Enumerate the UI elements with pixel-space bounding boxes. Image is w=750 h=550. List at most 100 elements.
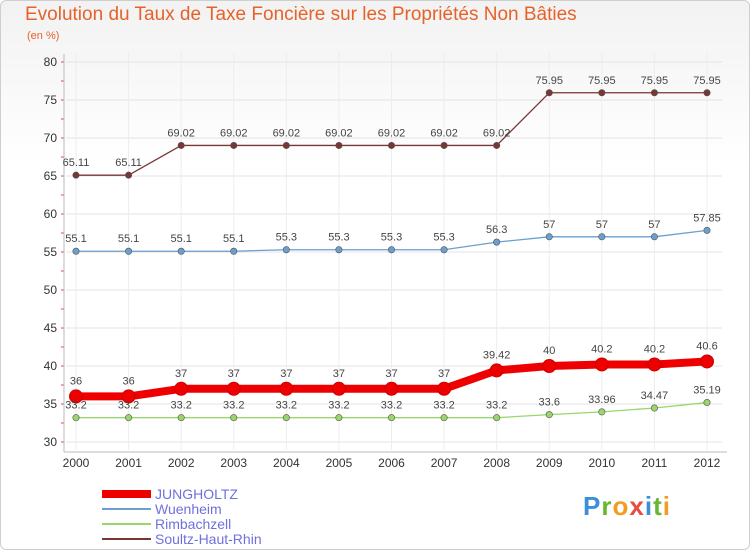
x-tick-label: 2001 xyxy=(115,456,142,470)
logo-letter: x xyxy=(629,491,645,521)
data-label: 57 xyxy=(596,219,608,231)
x-tick-label: 2003 xyxy=(220,456,247,470)
logo-letter: i xyxy=(662,491,671,521)
data-point xyxy=(335,246,343,254)
data-point xyxy=(230,247,238,255)
x-tick-label: 2002 xyxy=(168,456,195,470)
data-label: 57 xyxy=(543,219,555,231)
data-label: 69.02 xyxy=(483,127,511,139)
x-tick-label: 2006 xyxy=(378,456,405,470)
y-tick-label: 70 xyxy=(44,131,58,145)
data-point xyxy=(335,141,343,149)
x-tick-label: 2012 xyxy=(694,456,721,470)
data-label: 69.02 xyxy=(273,127,301,139)
y-tick-label: 60 xyxy=(44,207,58,221)
logo-letter: t xyxy=(653,491,663,521)
logo-letter: P xyxy=(583,491,602,521)
data-label: 69.02 xyxy=(430,127,458,139)
data-label: 37 xyxy=(280,368,292,380)
data-label: 40.2 xyxy=(644,343,665,355)
data-point xyxy=(282,414,290,422)
data-label: 55.3 xyxy=(276,232,297,244)
data-label: 55.1 xyxy=(118,233,139,245)
data-point xyxy=(72,171,80,179)
data-point xyxy=(598,233,606,241)
y-tick-label: 80 xyxy=(44,55,58,69)
unit-label: (en %) xyxy=(27,30,60,42)
data-label: 55.3 xyxy=(433,232,454,244)
data-point xyxy=(542,359,557,373)
data-point xyxy=(125,247,133,255)
x-tick-label: 2009 xyxy=(536,456,563,470)
data-label: 55.1 xyxy=(170,233,191,245)
data-point xyxy=(545,233,553,241)
data-label: 34.47 xyxy=(641,390,669,402)
data-label: 65.11 xyxy=(115,157,142,169)
data-point xyxy=(440,414,448,422)
data-label: 36 xyxy=(122,375,134,387)
data-label: 33.2 xyxy=(328,400,349,412)
legend-label: Wuenheim xyxy=(155,501,222,517)
data-point xyxy=(545,89,553,97)
logo-letter: o xyxy=(612,491,630,521)
data-point xyxy=(177,247,185,255)
data-label: 33.2 xyxy=(118,400,139,412)
data-label: 37 xyxy=(385,368,397,380)
data-point xyxy=(650,233,658,241)
data-point xyxy=(493,141,501,149)
logo-letter: i xyxy=(644,491,654,521)
x-tick-label: 2011 xyxy=(642,456,668,470)
data-label: 57 xyxy=(648,219,660,231)
y-tick-label: 50 xyxy=(44,283,58,297)
data-label: 69.02 xyxy=(325,127,353,139)
data-label: 33.2 xyxy=(433,400,454,412)
data-point xyxy=(335,414,343,422)
data-point xyxy=(440,141,448,149)
data-label: 37 xyxy=(175,368,187,380)
y-tick-label: 55 xyxy=(44,245,58,259)
data-point xyxy=(703,399,711,407)
data-point xyxy=(125,171,133,179)
data-point xyxy=(282,141,290,149)
data-label: 37 xyxy=(228,368,240,380)
data-label: 33.96 xyxy=(588,394,616,406)
data-point xyxy=(72,414,80,422)
data-label: 69.02 xyxy=(167,127,195,139)
data-point xyxy=(387,414,395,422)
data-label: 33.2 xyxy=(170,400,191,412)
y-tick-label: 40 xyxy=(44,359,58,373)
data-label: 57.85 xyxy=(693,212,721,224)
data-point xyxy=(545,411,553,419)
data-point xyxy=(598,408,606,416)
data-label: 55.1 xyxy=(223,233,244,245)
data-point xyxy=(703,89,711,97)
data-label: 56.3 xyxy=(486,224,507,236)
x-tick-label: 2005 xyxy=(326,456,353,470)
legend-label: JUNGHOLTZ xyxy=(155,486,238,502)
data-label: 33.6 xyxy=(539,397,560,409)
data-label: 36 xyxy=(70,375,82,387)
data-label: 75.95 xyxy=(641,75,669,87)
legend-label: Rimbachzell xyxy=(155,516,231,532)
data-point xyxy=(493,238,501,246)
data-point xyxy=(650,89,658,97)
data-label: 33.2 xyxy=(276,400,297,412)
data-point xyxy=(440,246,448,254)
data-point xyxy=(493,414,501,422)
data-label: 75.95 xyxy=(588,75,616,87)
data-point xyxy=(437,381,452,396)
x-tick-label: 2008 xyxy=(483,456,510,470)
data-point xyxy=(230,141,238,149)
x-tick-label: 2004 xyxy=(273,456,300,470)
chart-title: Evolution du Taux de Taxe Foncière sur l… xyxy=(25,4,577,25)
data-label: 37 xyxy=(333,368,345,380)
data-point xyxy=(226,381,241,396)
data-point xyxy=(598,89,606,97)
data-point xyxy=(69,389,83,404)
data-point xyxy=(489,363,504,378)
data-label: 35.19 xyxy=(693,385,721,397)
data-label: 75.95 xyxy=(535,75,563,87)
data-point xyxy=(700,354,714,369)
data-label: 65.11 xyxy=(63,157,90,169)
